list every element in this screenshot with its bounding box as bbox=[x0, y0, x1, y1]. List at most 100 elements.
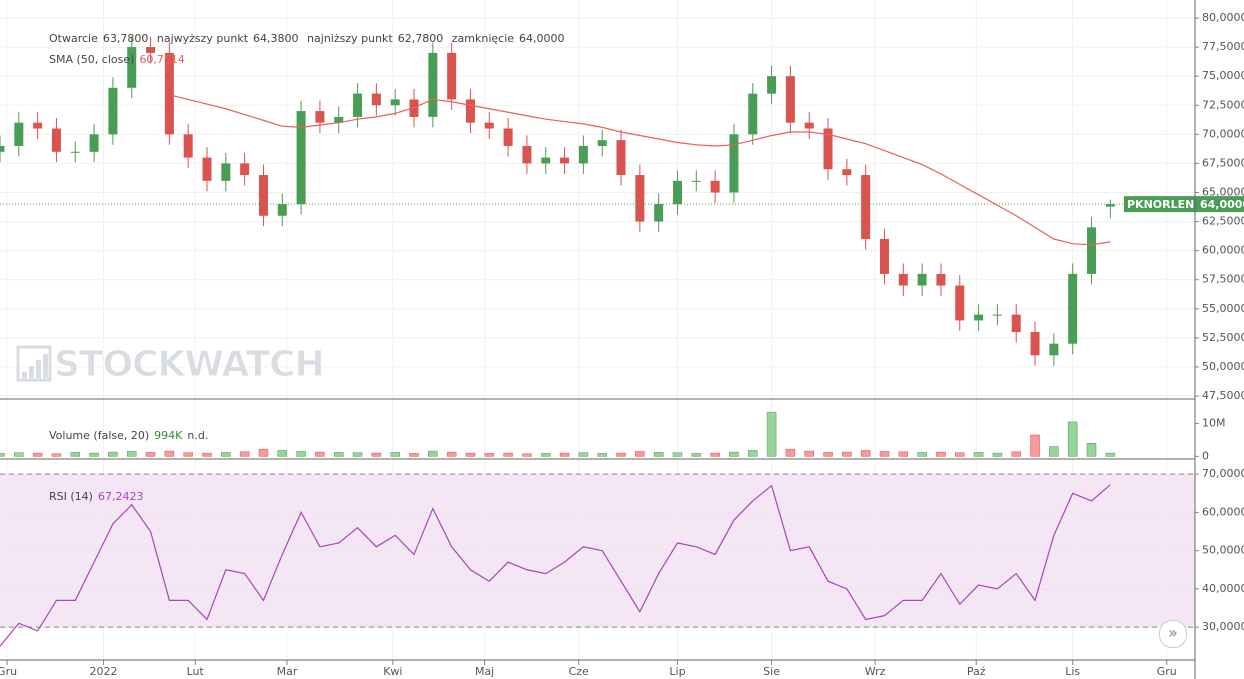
x-tick-label: Wrz bbox=[865, 665, 886, 678]
legend-value: 63,7800 bbox=[102, 32, 149, 45]
candle-body bbox=[936, 273, 946, 286]
legend-value: 60,7514 bbox=[139, 53, 185, 66]
candle-body bbox=[371, 93, 381, 106]
legend-unit: n.d. bbox=[187, 429, 209, 442]
candle-body bbox=[277, 204, 287, 216]
volume-legend: Volume (false, 20) 994K n.d. bbox=[49, 429, 213, 442]
x-tick-label: Gru bbox=[1157, 665, 1177, 678]
legend-label: Volume (false, 20) bbox=[49, 429, 150, 442]
volume-bar bbox=[446, 451, 457, 457]
volume-bar bbox=[126, 451, 137, 457]
volume-bar bbox=[748, 450, 758, 457]
candle-body bbox=[635, 175, 645, 222]
volume-bar bbox=[333, 452, 344, 457]
price-tag-symbol: PKNORLEN bbox=[1127, 198, 1194, 211]
volume-bar bbox=[936, 451, 946, 457]
volume-bar bbox=[616, 452, 626, 457]
y-tick-label: 75,0000 bbox=[1202, 69, 1244, 82]
x-tick-label: Lip bbox=[669, 665, 685, 678]
volume-bar bbox=[32, 452, 43, 457]
volume-bar bbox=[89, 452, 99, 457]
candle-body bbox=[315, 111, 325, 123]
y-tick-label: 62,5000 bbox=[1202, 215, 1244, 228]
volume-bar bbox=[51, 453, 62, 457]
price-tag-value: 64,0000 bbox=[1200, 198, 1244, 211]
candle-body bbox=[578, 145, 588, 164]
volume-bar bbox=[409, 453, 419, 457]
candle-body bbox=[691, 180, 701, 182]
candle-body bbox=[14, 122, 24, 146]
volume-bar bbox=[277, 450, 288, 457]
x-tick-label: Sie bbox=[763, 665, 780, 678]
volume-bar bbox=[842, 451, 852, 457]
candle-body bbox=[70, 151, 80, 153]
legend-label: RSI (14) bbox=[49, 490, 93, 503]
y-tick-label: 70,0000 bbox=[1202, 467, 1244, 480]
candle-body bbox=[804, 122, 814, 129]
candle-body bbox=[108, 87, 118, 135]
candle-body bbox=[861, 175, 871, 240]
candle-body bbox=[522, 145, 532, 164]
volume-bar bbox=[1105, 452, 1116, 457]
rsi-line bbox=[0, 484, 1111, 647]
legend-label: najniższy punkt bbox=[307, 32, 393, 45]
y-tick-label: 52,5000 bbox=[1202, 331, 1244, 344]
candle-body bbox=[823, 128, 833, 170]
y-tick-label: 60,0000 bbox=[1202, 505, 1244, 518]
candle-body bbox=[1068, 273, 1078, 344]
legend-value: 62,7800 bbox=[397, 32, 444, 45]
x-tick-label: Kwi bbox=[383, 665, 402, 678]
y-tick-label: 0 bbox=[1202, 449, 1209, 462]
volume-bar bbox=[559, 452, 570, 457]
candle-body bbox=[785, 76, 795, 123]
candle-body bbox=[748, 93, 758, 135]
candle-body bbox=[1049, 343, 1059, 356]
y-tick-label: 40,0000 bbox=[1202, 582, 1244, 595]
volume-bar bbox=[766, 411, 777, 457]
legend-value: 67,2423 bbox=[97, 490, 144, 503]
x-tick-label: Maj bbox=[475, 665, 494, 678]
volume-bar bbox=[108, 451, 118, 457]
legend-label: zamknięcie bbox=[451, 32, 515, 45]
candle-body bbox=[240, 163, 250, 176]
watermark-icon bbox=[22, 372, 27, 378]
candle-body bbox=[0, 145, 5, 152]
watermark-icon bbox=[36, 360, 41, 378]
candle-body bbox=[484, 122, 494, 129]
candle-body bbox=[296, 111, 306, 205]
volume-bar bbox=[672, 452, 683, 457]
candle-body bbox=[221, 163, 231, 181]
candle-body bbox=[428, 52, 438, 117]
x-tick-label: Cze bbox=[569, 665, 589, 678]
y-tick-label: 65,0000 bbox=[1202, 185, 1244, 198]
y-tick-label: 60,0000 bbox=[1202, 244, 1244, 257]
volume-bar bbox=[860, 450, 871, 457]
candle-body bbox=[992, 314, 1002, 316]
y-tick-label: 67,5000 bbox=[1202, 156, 1244, 169]
candle-body bbox=[597, 140, 607, 146]
candle-body bbox=[33, 122, 43, 129]
candle-body bbox=[955, 285, 965, 321]
y-tick-label: 77,5000 bbox=[1202, 40, 1244, 53]
volume-bar bbox=[352, 452, 363, 457]
volume-bar bbox=[898, 451, 909, 457]
volume-bar bbox=[239, 451, 250, 457]
legend-value: 64,3800 bbox=[253, 32, 299, 45]
volume-bar bbox=[202, 452, 212, 457]
candle-body bbox=[917, 273, 927, 286]
volume-bar bbox=[183, 452, 193, 457]
x-tick-label: Paź bbox=[967, 665, 986, 678]
volume-bar bbox=[164, 450, 175, 457]
volume-bar bbox=[503, 452, 513, 457]
y-tick-label: 50,0000 bbox=[1202, 360, 1244, 373]
candle-body bbox=[183, 134, 193, 158]
volume-bar bbox=[1049, 446, 1059, 457]
volume-bar bbox=[917, 452, 927, 457]
volume-bar bbox=[0, 453, 5, 457]
candle-body bbox=[1105, 204, 1115, 207]
scroll-button[interactable]: » bbox=[1159, 620, 1187, 648]
candle-body bbox=[447, 52, 457, 100]
volume-bar bbox=[973, 452, 984, 457]
volume-bar bbox=[691, 453, 702, 457]
